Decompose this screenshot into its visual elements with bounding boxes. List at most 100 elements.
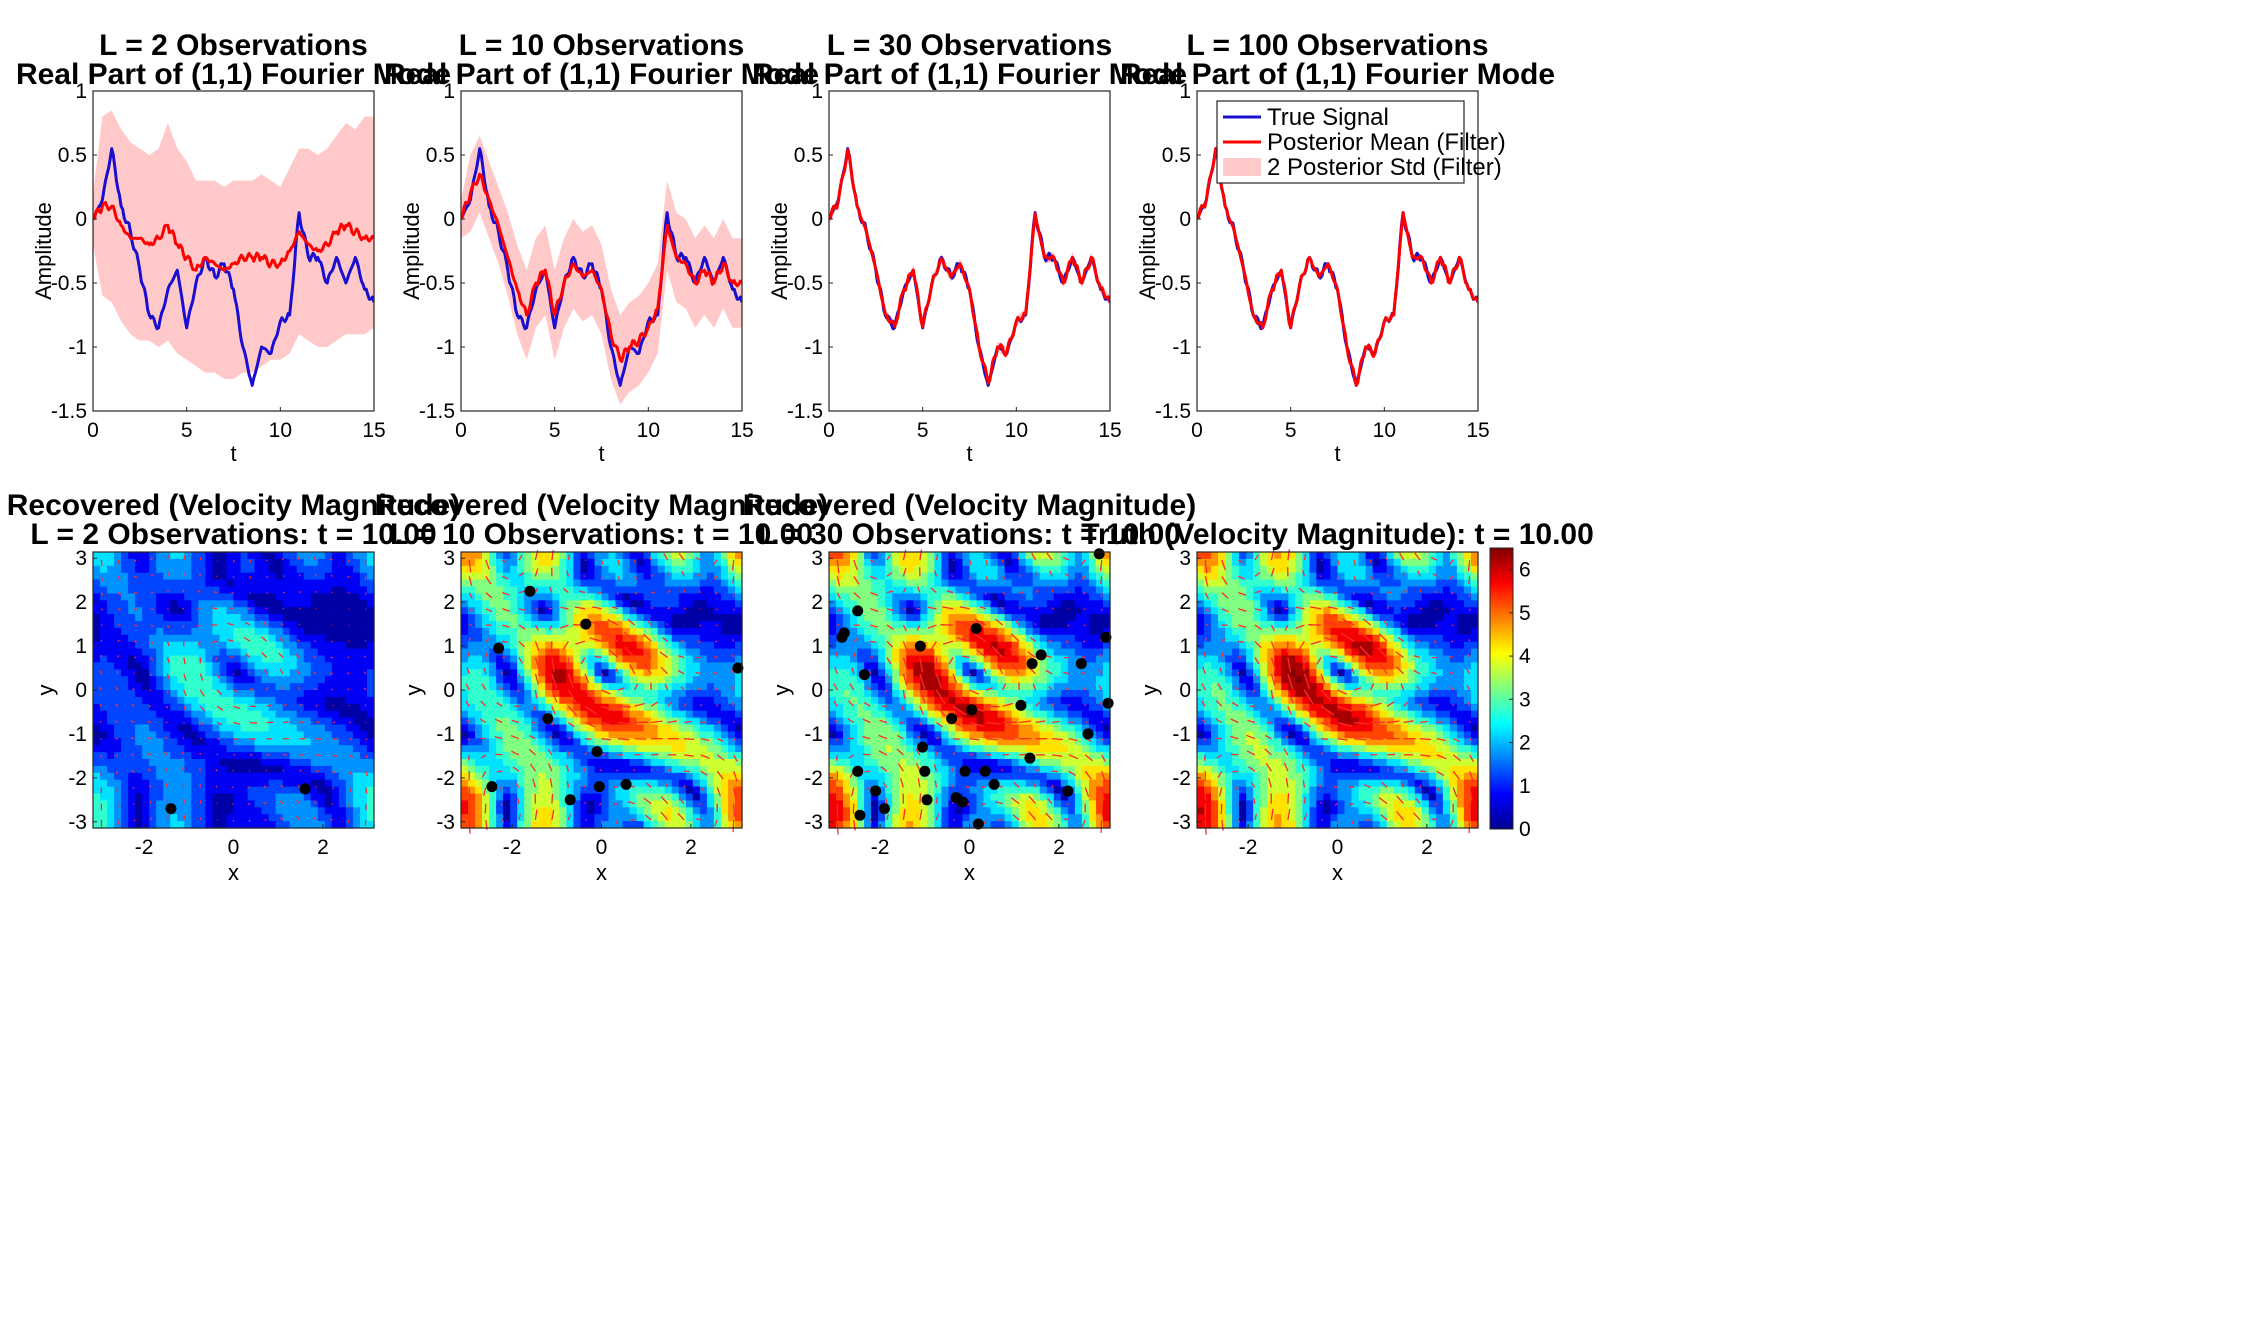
field-cell [475, 586, 483, 594]
field-cell [461, 807, 469, 815]
field-cell [254, 738, 263, 746]
field-cell [941, 703, 950, 712]
field-cell [198, 648, 207, 657]
field-cell [184, 793, 192, 801]
field-cell [990, 641, 999, 650]
field-cell [594, 558, 603, 567]
field-cell [850, 772, 858, 781]
field-cell [657, 586, 666, 594]
field-cell [156, 683, 164, 691]
field-cell [580, 648, 589, 657]
velocity-arrow [183, 673, 187, 682]
velocity-arrow [466, 667, 470, 675]
field-cell [906, 586, 914, 594]
field-cell [524, 703, 532, 712]
field-cell [240, 655, 249, 663]
field-cell [699, 552, 708, 560]
field-cell [324, 800, 333, 808]
field-cell [913, 586, 921, 594]
x-tick-label: 0 [455, 419, 467, 442]
field-cell [962, 731, 971, 739]
field-cell [121, 614, 129, 622]
velocity-arrow [134, 575, 138, 579]
field-cell [727, 745, 736, 753]
field-cell [275, 572, 284, 581]
field-cell [538, 655, 546, 663]
field-cell [233, 731, 242, 739]
field-cell [545, 683, 553, 691]
field-cell [268, 786, 277, 795]
field-cell [685, 738, 694, 746]
field-cell [303, 814, 312, 822]
velocity-arrow [100, 560, 103, 567]
field-cell [93, 745, 101, 753]
field-cell [503, 779, 511, 788]
velocity-arrow [551, 689, 558, 703]
field-cell [128, 586, 136, 594]
field-cell [482, 683, 490, 691]
field-cell [976, 745, 985, 753]
field-cell [997, 731, 1006, 739]
field-cell [510, 745, 518, 753]
field-cell [636, 552, 645, 560]
velocity-arrow [567, 813, 571, 821]
field-cell [338, 627, 347, 636]
field-cell [843, 669, 851, 677]
field-cell [920, 662, 928, 670]
y-tick-label: -0.5 [419, 272, 455, 295]
field-cell [976, 579, 985, 588]
field-cell [226, 690, 235, 698]
field-cell [352, 683, 361, 691]
field-cell [156, 793, 164, 801]
field-cell [913, 724, 921, 732]
velocity-arrow [316, 721, 320, 724]
field-cell [843, 572, 851, 581]
field-cell [913, 793, 921, 801]
field-cell [268, 690, 277, 698]
field-cell [636, 579, 645, 588]
field-cell [366, 731, 375, 739]
velocity-arrow [183, 689, 187, 697]
field-cell [857, 641, 865, 650]
field-cell [629, 662, 638, 670]
field-cell [601, 786, 610, 795]
field-cell [706, 641, 715, 650]
field-cell [927, 572, 935, 581]
field-cell [976, 724, 985, 732]
field-cell [559, 662, 567, 670]
field-cell [240, 600, 249, 608]
field-cell [843, 614, 851, 622]
field-cell [920, 565, 928, 574]
field-cell [913, 662, 921, 670]
velocity-arrow [716, 754, 725, 761]
field-cell [664, 552, 673, 560]
field-cell [885, 676, 893, 684]
field-cell [955, 669, 964, 677]
velocity-arrow [485, 576, 492, 585]
field-cell [240, 745, 249, 753]
field-cell [198, 786, 207, 795]
field-cell [664, 752, 673, 760]
field-cell [331, 759, 340, 767]
field-cell [324, 662, 333, 670]
field-cell [927, 690, 935, 698]
field-cell [517, 821, 525, 829]
velocity-arrow [216, 705, 224, 711]
field-cell [622, 593, 631, 601]
field-cell [699, 600, 708, 608]
velocity-arrow [282, 769, 285, 772]
field-cell [706, 786, 715, 795]
field-cell [580, 641, 589, 650]
field-cell [720, 738, 729, 746]
field-cell [706, 669, 715, 677]
field-cell [352, 593, 361, 601]
field-cell [503, 648, 511, 657]
field-cell [261, 683, 270, 691]
velocity-arrow [574, 606, 586, 610]
field-cell [657, 634, 666, 643]
field-cell [324, 690, 333, 698]
field-cell [254, 586, 263, 594]
field-cell [233, 807, 242, 815]
field-cell [247, 738, 256, 746]
field-cell [608, 779, 617, 788]
